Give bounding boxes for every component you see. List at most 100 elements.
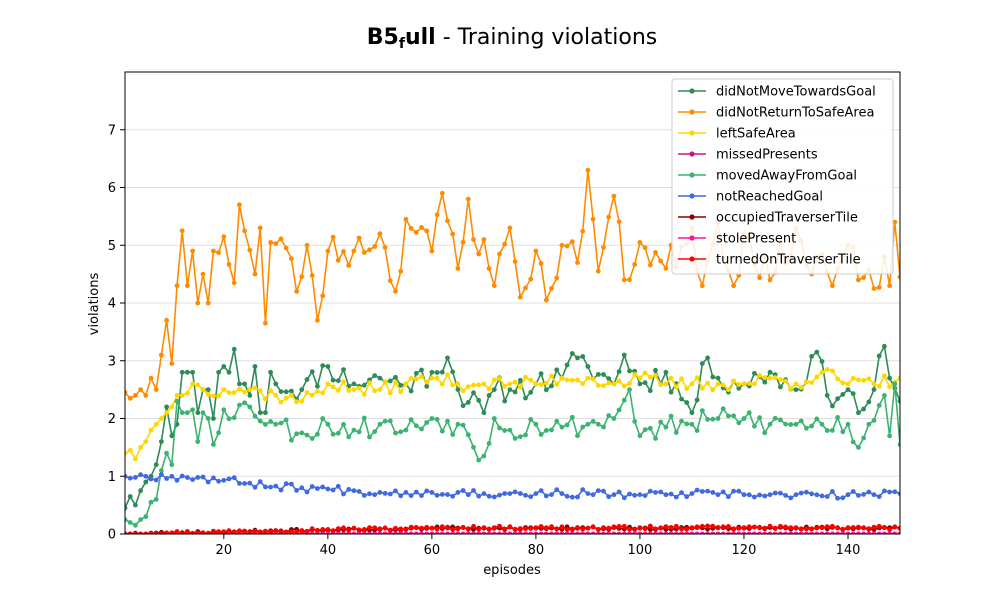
data-point <box>642 245 648 251</box>
data-point <box>538 524 544 529</box>
data-point <box>569 414 575 420</box>
data-point <box>715 525 721 531</box>
data-point <box>710 416 716 422</box>
data-point <box>814 492 820 498</box>
data-point <box>632 372 638 377</box>
data-point <box>601 525 606 530</box>
data-point <box>481 410 487 416</box>
data-point <box>752 524 757 530</box>
data-point <box>164 450 170 456</box>
data-point <box>382 525 388 531</box>
x-tick-label: 120 <box>732 543 757 558</box>
data-point <box>294 399 299 405</box>
data-point <box>705 380 710 386</box>
data-point <box>590 419 596 424</box>
data-point <box>720 531 726 534</box>
data-point <box>419 374 424 380</box>
data-point <box>627 380 632 386</box>
data-point <box>715 492 721 498</box>
data-point <box>434 212 440 218</box>
data-point <box>185 410 190 416</box>
data-point <box>679 490 684 495</box>
data-point <box>507 531 513 534</box>
data-point <box>637 381 643 387</box>
legend-item-turnedOnTraverserTile: turnedOnTraverserTile <box>678 253 861 268</box>
data-point <box>668 389 674 395</box>
data-point <box>731 526 736 532</box>
data-point <box>814 531 820 534</box>
data-point <box>668 375 674 381</box>
data-point <box>637 240 643 245</box>
data-point <box>705 523 710 529</box>
x-tick-label: 80 <box>528 543 545 558</box>
data-point <box>679 396 684 402</box>
data-point <box>434 492 440 498</box>
data-point <box>502 531 508 534</box>
data-point <box>564 493 570 499</box>
data-point <box>491 387 497 392</box>
data-point <box>549 383 554 389</box>
data-point <box>585 421 591 427</box>
data-point <box>289 256 294 262</box>
data-point <box>840 429 846 435</box>
data-point <box>497 425 502 431</box>
data-point <box>200 474 206 480</box>
data-point <box>304 390 310 395</box>
data-point <box>408 531 414 534</box>
data-point <box>528 494 534 500</box>
data-point <box>450 531 456 534</box>
data-point <box>569 377 575 383</box>
data-point <box>242 381 248 387</box>
data-point <box>512 531 518 534</box>
data-point <box>606 525 612 531</box>
data-point <box>481 381 487 387</box>
data-point <box>710 387 716 393</box>
data-point <box>637 525 643 530</box>
data-point <box>840 380 846 386</box>
data-point <box>611 381 617 387</box>
data-point <box>621 352 627 358</box>
data-point <box>731 531 736 534</box>
data-point <box>835 495 840 501</box>
data-point <box>523 285 528 291</box>
data-point <box>393 430 398 436</box>
data-point <box>647 388 653 394</box>
data-point <box>595 526 601 532</box>
data-point <box>408 376 414 381</box>
data-point <box>185 369 190 375</box>
data-point <box>502 491 508 496</box>
data-point <box>590 524 596 530</box>
data-point <box>335 430 341 436</box>
data-point <box>450 527 456 532</box>
data-point <box>726 524 731 529</box>
data-point <box>892 524 898 530</box>
data-point <box>481 237 487 242</box>
data-point <box>465 492 471 498</box>
data-point <box>658 489 664 495</box>
data-point <box>330 487 336 493</box>
chart-title-main: B5 <box>367 25 399 50</box>
data-point <box>216 250 222 256</box>
data-point <box>882 524 887 530</box>
data-point <box>804 526 809 532</box>
data-point <box>263 410 268 416</box>
legend-marker <box>689 151 695 157</box>
data-point <box>403 527 409 532</box>
data-point <box>304 528 310 534</box>
data-point <box>252 484 258 490</box>
data-point <box>455 531 461 534</box>
data-point <box>465 531 471 534</box>
data-point <box>642 427 648 433</box>
data-point <box>856 377 861 383</box>
data-point <box>564 527 570 532</box>
data-point <box>741 416 747 421</box>
legend-marker <box>689 88 695 94</box>
data-point <box>575 355 580 361</box>
data-point <box>736 382 742 387</box>
data-point <box>715 531 721 534</box>
data-point <box>242 528 248 534</box>
data-point <box>528 276 534 282</box>
data-point <box>517 491 523 496</box>
y-tick-label: 0 <box>108 528 116 543</box>
data-point <box>882 393 887 398</box>
